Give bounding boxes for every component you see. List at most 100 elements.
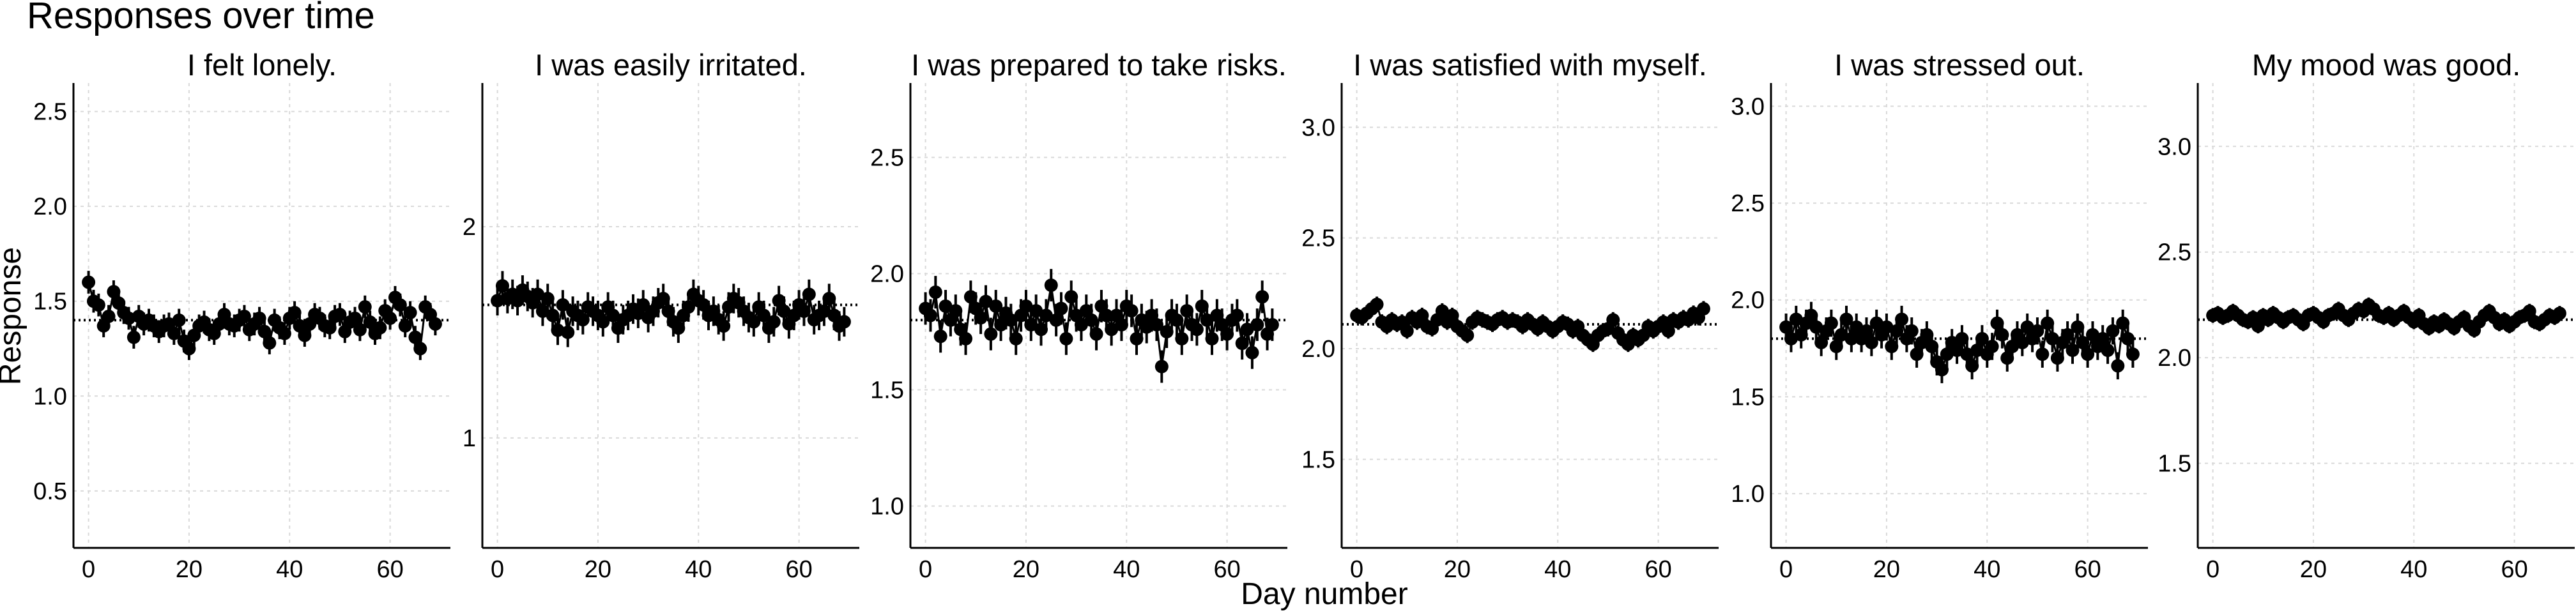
y-tick-label: 2.5 (1301, 225, 1335, 252)
data-point (373, 321, 387, 335)
data-point (1195, 299, 1209, 313)
data-point (277, 326, 291, 340)
data-point (2015, 335, 2029, 349)
data-point (1859, 324, 1873, 338)
data-point (1054, 301, 1068, 315)
data-point (551, 323, 565, 337)
data-point (182, 342, 196, 356)
x-tick-label: 20 (1873, 556, 1900, 583)
panel-0: I felt lonely. 0 20 40 60 0.5 1.0 1.5 2.0 2.5 (33, 48, 450, 583)
y-tick-label: 1.5 (1301, 446, 1335, 473)
data-point (1869, 316, 1883, 330)
data-point (1606, 313, 1620, 327)
data-point (1220, 327, 1234, 341)
data-point (1190, 322, 1204, 337)
data-point (596, 315, 610, 329)
data-point (1804, 308, 1818, 322)
data-point (1059, 331, 1073, 345)
x-tick-label: 20 (176, 556, 203, 583)
y-tick-label: 2.5 (870, 144, 904, 171)
data-point (984, 327, 998, 341)
data-point (928, 285, 942, 299)
x-tick-label: 60 (1644, 556, 1671, 583)
data-point (556, 298, 570, 312)
data-point (540, 292, 555, 306)
data-point (2005, 340, 2020, 354)
x-tick-label: 0 (1779, 556, 1793, 583)
data-point (82, 275, 96, 289)
x-tick-label: 0 (2206, 556, 2220, 583)
x-tick-label: 60 (2501, 556, 2527, 583)
panels: I felt lonely.0 20 40 600.51.01.52.02.5 I wa… (33, 48, 2575, 583)
data-point (963, 290, 977, 304)
x-tick-label: 60 (785, 556, 812, 583)
data-point (408, 330, 422, 344)
data-point (1029, 304, 1043, 318)
data-point (358, 300, 372, 314)
data-point (1844, 331, 1859, 345)
data-point (1445, 308, 1459, 322)
data-point (383, 311, 397, 325)
data-point (777, 304, 791, 318)
x-tick-label: 60 (2074, 556, 2101, 583)
y-tick-label: 1.0 (1731, 481, 1765, 508)
data-point (757, 308, 771, 322)
panel-3: I was satisfied with myself. 0 20 40 60 1.5 2.… (1301, 48, 1719, 583)
data-point (263, 336, 277, 350)
data-point (1074, 318, 1088, 332)
panel-title: I was satisfied with myself. (1353, 48, 1707, 82)
data-point (1034, 322, 1048, 337)
data-point (2041, 316, 2055, 330)
data-point (2096, 331, 2110, 345)
data-point (1415, 308, 1429, 322)
data-point (257, 324, 272, 338)
data-point (561, 325, 575, 339)
data-point (979, 294, 993, 308)
data-point (1400, 324, 1414, 338)
data-point (495, 279, 509, 293)
data-point (172, 313, 186, 327)
data-point (2116, 316, 2130, 330)
data-point (1839, 312, 1853, 326)
data-point (717, 319, 731, 333)
data-point (122, 311, 136, 325)
data-point (1789, 312, 1803, 326)
data-point (1004, 313, 1018, 327)
y-tick-label: 1.5 (2158, 451, 2191, 478)
data-point (348, 311, 362, 325)
data-point (298, 328, 312, 342)
data-point (102, 309, 116, 323)
panel-2: I was prepared to take risks. 0 20 40 60 1.0 1… (870, 48, 1287, 583)
y-tick-label: 2.0 (1301, 336, 1335, 363)
data-point (2126, 347, 2140, 361)
data-point (531, 287, 545, 301)
y-tick-label: 1.0 (870, 493, 904, 520)
panel-title: I was easily irritated. (535, 48, 807, 82)
data-point (363, 315, 377, 329)
data-point (1140, 320, 1154, 334)
data-point (126, 330, 141, 344)
data-point (959, 331, 973, 345)
panel-5: My mood was good. 0 20 40 60 1.5 2.0 2.5 3.0 (2158, 48, 2575, 583)
x-tick-label: 40 (685, 556, 712, 583)
x-tick-label: 20 (1444, 556, 1471, 583)
data-point (1696, 302, 1710, 316)
data-point (1905, 324, 1919, 338)
data-point (636, 298, 650, 312)
data-point (2251, 319, 2265, 333)
data-point (1965, 359, 1979, 373)
y-tick-label: 3.0 (1731, 93, 1765, 120)
y-tick-label: 2.0 (1731, 287, 1765, 314)
data-point (2050, 351, 2064, 365)
data-point (1925, 340, 1939, 354)
data-point (333, 308, 347, 322)
data-point (747, 315, 761, 329)
data-point (1265, 318, 1279, 332)
data-point (2101, 344, 2115, 358)
data-point (2020, 320, 2034, 334)
data-point (323, 321, 337, 335)
data-point (1895, 312, 1909, 326)
panel-4: I was stressed out. 0 20 40 60 1.0 1.5 2.0 2.5 3.… (1731, 48, 2148, 583)
y-tick-label: 2 (463, 214, 476, 241)
